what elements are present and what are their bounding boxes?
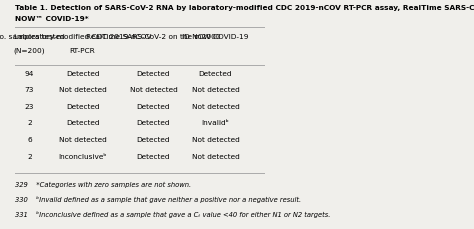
Text: Not detected: Not detected (191, 153, 239, 159)
Text: No. samples tested: No. samples tested (0, 34, 65, 40)
Text: Detected: Detected (137, 104, 170, 109)
Text: Detected: Detected (137, 120, 170, 126)
Text: Table 1. Detection of SARS-CoV-2 RNA by laboratory-modified CDC 2019-nCOV RT-PCR: Table 1. Detection of SARS-CoV-2 RNA by … (16, 5, 474, 11)
Text: Laboratory-modified CDC 2019-nCOV: Laboratory-modified CDC 2019-nCOV (14, 34, 151, 40)
Text: NOW™ COVID-19*: NOW™ COVID-19* (16, 16, 89, 22)
Text: Detected: Detected (137, 136, 170, 142)
Text: Not detected: Not detected (59, 136, 106, 142)
Text: Not detected: Not detected (129, 87, 177, 93)
Text: Not detected: Not detected (191, 136, 239, 142)
Text: ID NOW COVID-19: ID NOW COVID-19 (182, 34, 249, 40)
Text: Not detected: Not detected (191, 104, 239, 109)
Text: Detected: Detected (137, 153, 170, 159)
Text: Detected: Detected (199, 70, 232, 76)
Text: Not detected: Not detected (191, 87, 239, 93)
Text: 330    ᵇInvalid defined as a sample that gave neither a positive nor a negative : 330 ᵇInvalid defined as a sample that ga… (16, 196, 301, 202)
Text: Inconclusiveᵇ: Inconclusiveᵇ (58, 153, 107, 159)
Text: Detected: Detected (137, 70, 170, 76)
Text: 6: 6 (27, 136, 32, 142)
Text: (N=200): (N=200) (14, 48, 45, 54)
Text: Detected: Detected (66, 104, 99, 109)
Text: 23: 23 (25, 104, 34, 109)
Text: 331    ᵇInconclusive defined as a sample that gave a Cₜ value <40 for either N1 : 331 ᵇInconclusive defined as a sample th… (16, 210, 331, 217)
Text: 329    *Categories with zero samples are not shown.: 329 *Categories with zero samples are no… (16, 181, 191, 187)
Text: Not detected: Not detected (59, 87, 106, 93)
Text: RealTime SARS-CoV-2 on the m2000: RealTime SARS-CoV-2 on the m2000 (86, 34, 221, 40)
Text: 94: 94 (25, 70, 34, 76)
Text: 73: 73 (25, 87, 34, 93)
Text: Detected: Detected (66, 120, 99, 126)
Text: RT-PCR: RT-PCR (70, 48, 95, 54)
Text: Detected: Detected (66, 70, 99, 76)
Text: Invalidᵇ: Invalidᵇ (201, 120, 229, 126)
Text: 2: 2 (27, 120, 32, 126)
Text: 2: 2 (27, 153, 32, 159)
